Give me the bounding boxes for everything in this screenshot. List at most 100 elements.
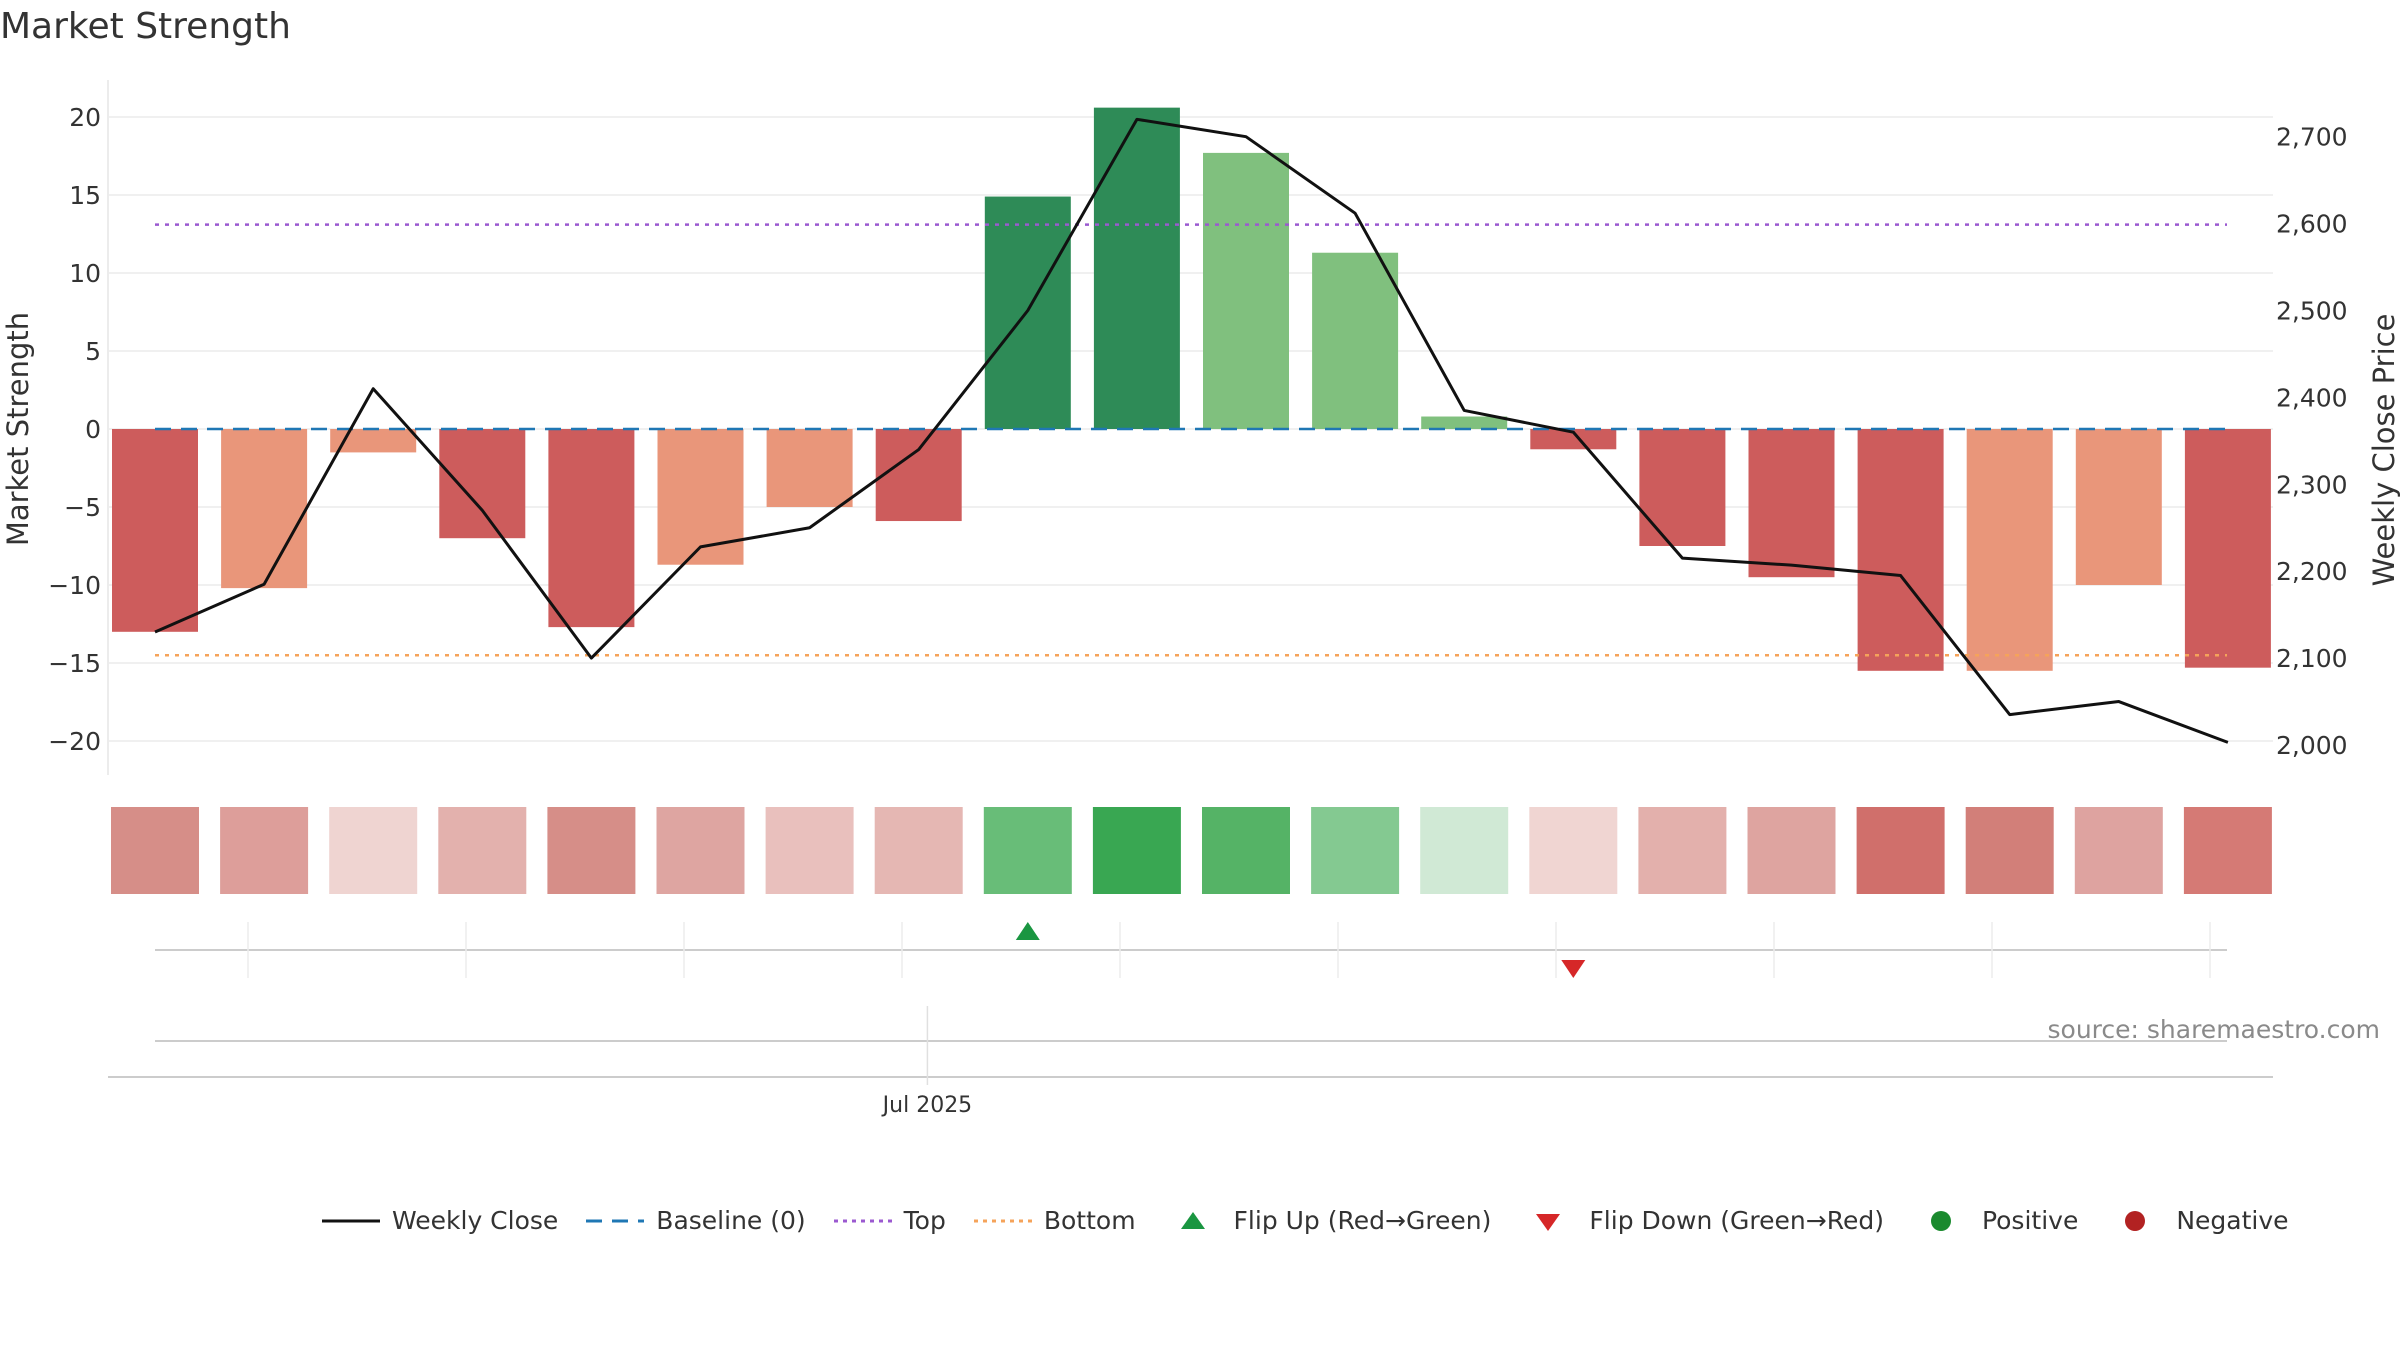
legend-swatch	[972, 1207, 1034, 1235]
y-tick-label: 15	[69, 181, 101, 210]
legend-label: Positive	[1981, 1206, 2079, 1235]
heat-cell	[1638, 807, 1727, 894]
legend-label: Negative	[2176, 1206, 2289, 1235]
strength-bar	[439, 429, 526, 539]
legend-item-positive: Positive	[1910, 1206, 2078, 1235]
bar-layer	[112, 107, 2271, 671]
legend-swatch	[584, 1207, 646, 1235]
legend-swatch	[1910, 1207, 1972, 1235]
flip-up-marker	[1015, 922, 1040, 940]
strength-bar	[1312, 252, 1399, 429]
heat-cell	[765, 807, 854, 894]
dot-icon	[2125, 1210, 2146, 1231]
strength-bar	[1093, 107, 1180, 429]
y-tick-label: 5	[85, 337, 101, 366]
y2-tick-label: 2,000	[2276, 731, 2348, 760]
y-axis-title: Market Strength	[1, 312, 35, 546]
strength-bar	[548, 429, 635, 628]
heat-cell	[547, 807, 636, 894]
strength-bar	[1857, 429, 1944, 671]
y2-tick-label: 2,600	[2276, 210, 2348, 239]
x-tick-label: Jul 2025	[881, 1093, 973, 1118]
flip-marker-layer	[155, 922, 2227, 978]
time-axis-layer: Jul 2025	[108, 1006, 2273, 1118]
weekly-close-line	[154, 117, 2229, 744]
y-tick-label: 20	[69, 103, 101, 132]
heat-cell	[1092, 807, 1181, 894]
strength-bar	[875, 429, 962, 522]
legend-item-weekly-close: Weekly Close	[320, 1206, 558, 1235]
legend-label: Top	[903, 1206, 946, 1235]
heat-cell	[1856, 807, 1945, 894]
legend-item-top: Top	[832, 1206, 946, 1235]
y-tick-label: 10	[69, 259, 101, 288]
legend-swatch	[2104, 1207, 2166, 1235]
legend-label: Flip Up (Red→Green)	[1233, 1206, 1492, 1235]
heat-cell	[438, 807, 527, 894]
y-tick-label: −5	[64, 493, 101, 522]
strength-bar	[1639, 429, 1726, 546]
axis-layer: 20 15 10 5 0 −5 −10 −15 −20 2,700 2,600 2,500 2,400 2…	[1, 103, 2400, 760]
heat-cell	[329, 807, 418, 894]
strength-bar	[2184, 429, 2271, 668]
strength-bar	[1203, 152, 1289, 429]
reference-lines	[155, 223, 2227, 657]
strength-bar	[766, 429, 853, 507]
legend-swatch	[1162, 1207, 1224, 1235]
heat-cell	[1311, 807, 1400, 894]
y-tick-label: −10	[48, 571, 101, 600]
legend-label: Weekly Close	[392, 1206, 559, 1235]
heat-cell	[2183, 807, 2272, 894]
dot-icon	[1930, 1210, 1951, 1231]
y2-tick-label: 2,500	[2276, 297, 2348, 326]
heat-cell	[220, 807, 309, 894]
triangle-up-icon	[1180, 1211, 1205, 1229]
y2-tick-label: 2,200	[2276, 557, 2348, 586]
heat-cell	[656, 807, 745, 894]
grid-layer	[107, 80, 2273, 775]
y-tick-label: 0	[85, 415, 101, 444]
strength-bar	[2075, 429, 2162, 585]
legend-item-flip-up: Flip Up (Red→Green)	[1162, 1206, 1492, 1235]
chart-title: Market Strength	[0, 6, 291, 47]
y-tick-label: −20	[48, 727, 101, 756]
heat-cell	[983, 807, 1072, 894]
heat-cell	[1529, 807, 1618, 894]
strength-bar	[1748, 429, 1835, 578]
heat-cell	[1420, 807, 1509, 894]
legend-swatch	[320, 1207, 382, 1235]
heat-cell	[1747, 807, 1836, 894]
legend-label: Flip Down (Green→Red)	[1589, 1206, 1884, 1235]
y2-tick-label: 2,300	[2276, 470, 2348, 499]
y2-tick-label: 2,700	[2276, 123, 2348, 152]
strength-bar	[221, 429, 308, 589]
heat-cell	[1202, 807, 1290, 894]
y2-tick-label: 2,400	[2276, 383, 2348, 412]
strength-bar	[657, 429, 744, 565]
legend-swatch	[832, 1207, 894, 1235]
legend-label: Bottom	[1043, 1206, 1136, 1235]
legend-label: Baseline (0)	[656, 1206, 806, 1235]
heat-cell	[111, 807, 199, 894]
triangle-down-icon	[1536, 1213, 1561, 1231]
heat-strip-layer	[111, 807, 2272, 894]
legend-item-negative: Negative	[2104, 1206, 2289, 1235]
y2-tick-label: 2,100	[2276, 644, 2348, 673]
heat-cell	[1965, 807, 2054, 894]
y2-axis-title: Weekly Close Price	[2367, 314, 2400, 587]
strength-bar	[330, 429, 417, 453]
heat-cell	[874, 807, 963, 894]
legend-item-bottom: Bottom	[972, 1206, 1136, 1235]
strength-bar	[1966, 429, 2053, 671]
strength-bar	[1421, 416, 1508, 429]
strength-bar	[1530, 429, 1617, 450]
weekly-close-layer	[154, 117, 2229, 744]
strength-bar	[112, 429, 198, 632]
legend: Weekly Close Baseline (0) Top Bottom Flip Up…	[320, 1206, 2315, 1235]
y-tick-label: −15	[48, 649, 101, 678]
legend-item-flip-down: Flip Down (Green→Red)	[1517, 1206, 1884, 1235]
legend-item-baseline: Baseline (0)	[584, 1206, 806, 1235]
source-label: source: sharemaestro.com	[2047, 1015, 2381, 1044]
flip-down-marker	[1561, 960, 1586, 978]
